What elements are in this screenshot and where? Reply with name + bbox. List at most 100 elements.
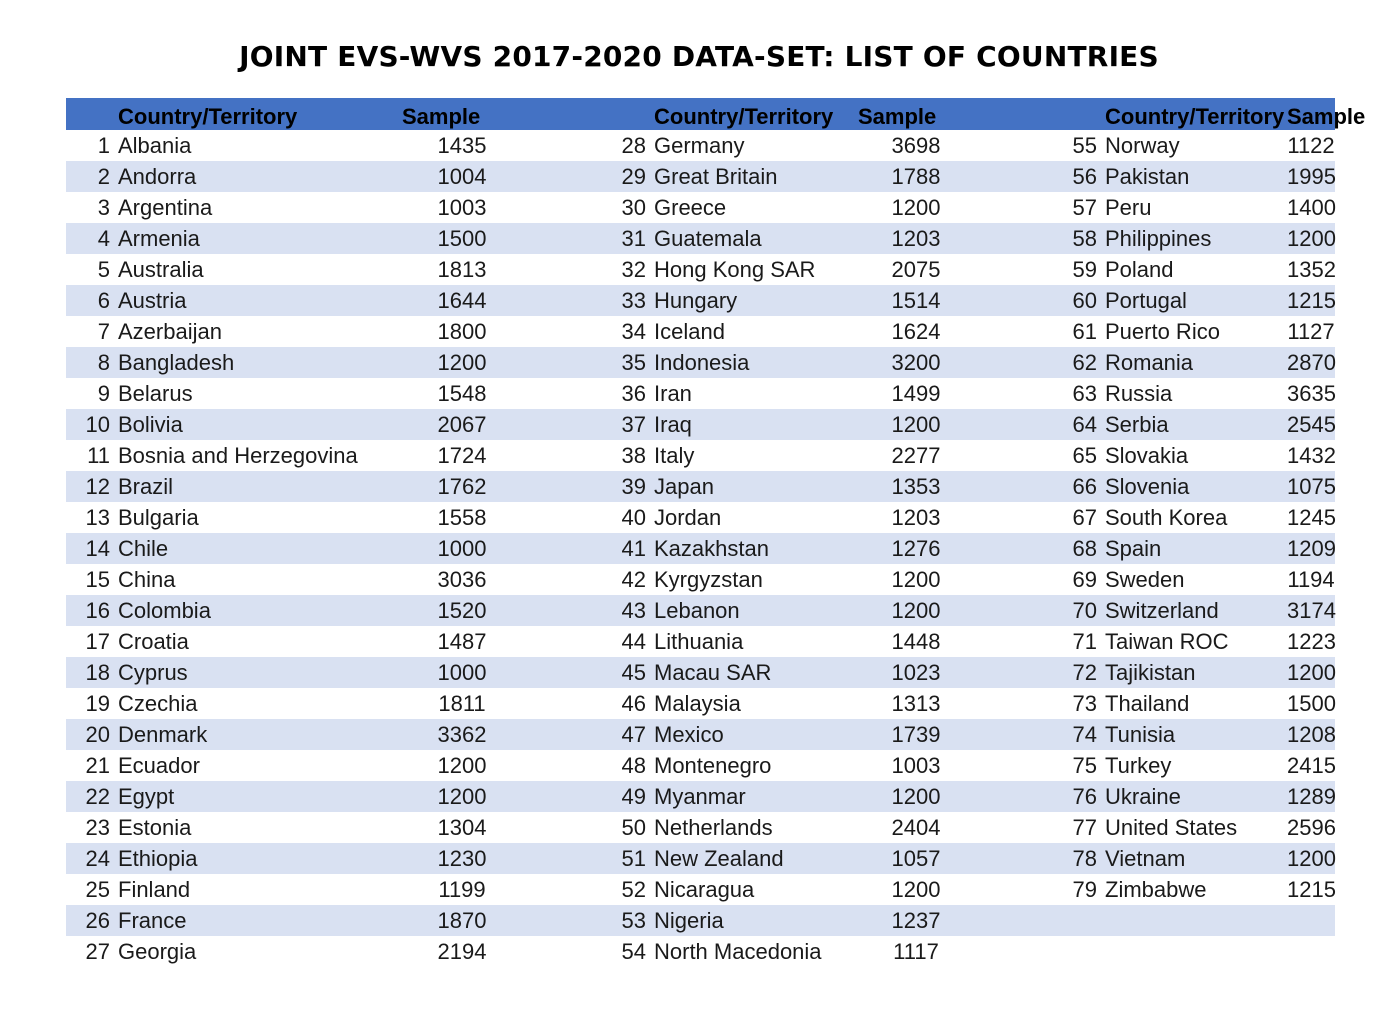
country-sample: 1352: [1287, 256, 1336, 282]
country-sample: 2404: [891, 814, 941, 840]
header-number-col-3: [1057, 98, 1105, 130]
country-sample: 1200: [858, 595, 974, 626]
country-name: Hong Kong SAR: [654, 256, 816, 282]
country-name: Macau SAR: [654, 657, 858, 688]
country-sample: 1057: [858, 843, 974, 874]
table-row: 27 Georgia 2194 54 North Macedonia 1117: [66, 936, 1335, 967]
country-sample: 2870: [1287, 347, 1336, 378]
country-number: 19: [85, 690, 110, 716]
country-sample: 1122: [1287, 132, 1335, 158]
column-spacer: [522, 843, 606, 874]
table-row: 21 Ecuador 1200 48 Montenegro 1003 75 Turkey 241…: [66, 750, 1336, 781]
country-name: Poland: [1105, 256, 1174, 282]
column-spacer: [974, 409, 1057, 440]
column-spacer: [974, 471, 1057, 502]
country-number: 21: [85, 752, 110, 778]
country-name: Chile: [118, 533, 402, 564]
country-name: Armenia: [118, 223, 402, 254]
country-name: Ethiopia: [118, 843, 402, 874]
country-name: Cyprus: [118, 657, 402, 688]
country-sample: 1995: [1287, 161, 1336, 192]
country-number: 53: [606, 905, 654, 936]
country-name: Albania: [118, 132, 192, 158]
header-sample-col-3: Sample: [1287, 98, 1365, 130]
country-number: 57: [1072, 194, 1097, 220]
table-row: 8 Bangladesh 1200 35 Indonesia 3200 62 Romania 2…: [66, 347, 1336, 378]
country-sample: 1788: [858, 161, 974, 192]
country-number: 71: [1072, 628, 1097, 654]
country-sample: 1194: [1287, 566, 1335, 592]
country-sample: 1548: [437, 380, 487, 406]
country-name: Indonesia: [654, 347, 858, 378]
country-sample: 1200: [858, 409, 974, 440]
column-spacer: [522, 874, 606, 905]
country-name: Italy: [654, 442, 695, 468]
table-row: 14 Chile 1000 41 Kazakhstan 1276 68 Spain 1209: [66, 533, 1336, 564]
country-sample: 1203: [858, 223, 974, 254]
country-sample: 1500: [1287, 690, 1336, 716]
column-spacer: [974, 285, 1057, 316]
country-name: Puerto Rico: [1105, 318, 1220, 344]
country-number: 20: [66, 719, 118, 750]
country-sample: 1644: [402, 285, 522, 316]
country-name: Iraq: [654, 409, 858, 440]
country-sample: 1200: [402, 347, 522, 378]
country-name: Romania: [1105, 347, 1287, 378]
country-name: Ukraine: [1105, 781, 1287, 812]
country-sample: 1200: [858, 781, 974, 812]
country-sample: 1200: [402, 781, 522, 812]
country-sample: 1223: [1287, 628, 1336, 654]
country-name: Colombia: [118, 595, 402, 626]
country-sample: 1353: [858, 471, 974, 502]
country-name: Nicaragua: [654, 876, 755, 902]
country-number: 30: [621, 194, 646, 220]
column-spacer: [522, 347, 606, 378]
country-name: Finland: [118, 876, 191, 902]
country-name: Montenegro: [654, 752, 772, 778]
country-name: New Zealand: [654, 843, 858, 874]
country-number: 38: [621, 442, 646, 468]
country-name: Australia: [118, 256, 204, 282]
country-sample: 1127: [1287, 318, 1335, 344]
country-sample: 1558: [437, 504, 487, 530]
column-spacer: [522, 378, 606, 409]
country-name: Spain: [1105, 533, 1287, 564]
country-name: Estonia: [118, 814, 192, 840]
column-spacer: [522, 564, 606, 595]
country-sample: 1724: [437, 442, 487, 468]
country-name: Azerbaijan: [118, 318, 222, 344]
header-row: Country/Territory Sample Country/Territo…: [66, 98, 1365, 130]
country-number: 58: [1057, 223, 1105, 254]
country-name: [1105, 905, 1287, 936]
column-spacer: [522, 223, 606, 254]
country-number: 45: [606, 657, 654, 688]
country-number: 63: [1072, 380, 1097, 406]
table-row: 5 Australia 1813 32 Hong Kong SAR 2075 59 Polan…: [66, 254, 1336, 285]
column-spacer: [522, 533, 606, 564]
country-number: 37: [606, 409, 654, 440]
column-spacer: [522, 161, 606, 192]
column-spacer: [522, 812, 606, 843]
table-row: 2 Andorra 1004 29 Great Britain 1788 56 Pakista…: [66, 161, 1336, 192]
country-name: Kyrgyzstan: [654, 566, 763, 592]
column-spacer: [522, 657, 606, 688]
country-sample: 1203: [891, 504, 941, 530]
country-sample: [1287, 905, 1335, 936]
country-sample: 1200: [1287, 223, 1336, 254]
column-spacer: [522, 936, 606, 967]
column-spacer: [974, 223, 1057, 254]
column-spacer: [974, 936, 1057, 967]
column-spacer: [974, 750, 1057, 781]
country-sample: 1245: [1287, 504, 1336, 530]
country-number: 73: [1072, 690, 1097, 716]
country-sample: 1514: [858, 285, 974, 316]
column-spacer: [522, 781, 606, 812]
country-number: 34: [621, 318, 646, 344]
table-row: 6 Austria 1644 33 Hungary 1514 60 Portugal 1215: [66, 285, 1336, 316]
country-number: 10: [66, 409, 118, 440]
country-number: 33: [606, 285, 654, 316]
country-number: 75: [1072, 752, 1097, 778]
country-sample: 2277: [891, 442, 941, 468]
country-sample: [1287, 936, 1335, 967]
country-number: 64: [1057, 409, 1105, 440]
